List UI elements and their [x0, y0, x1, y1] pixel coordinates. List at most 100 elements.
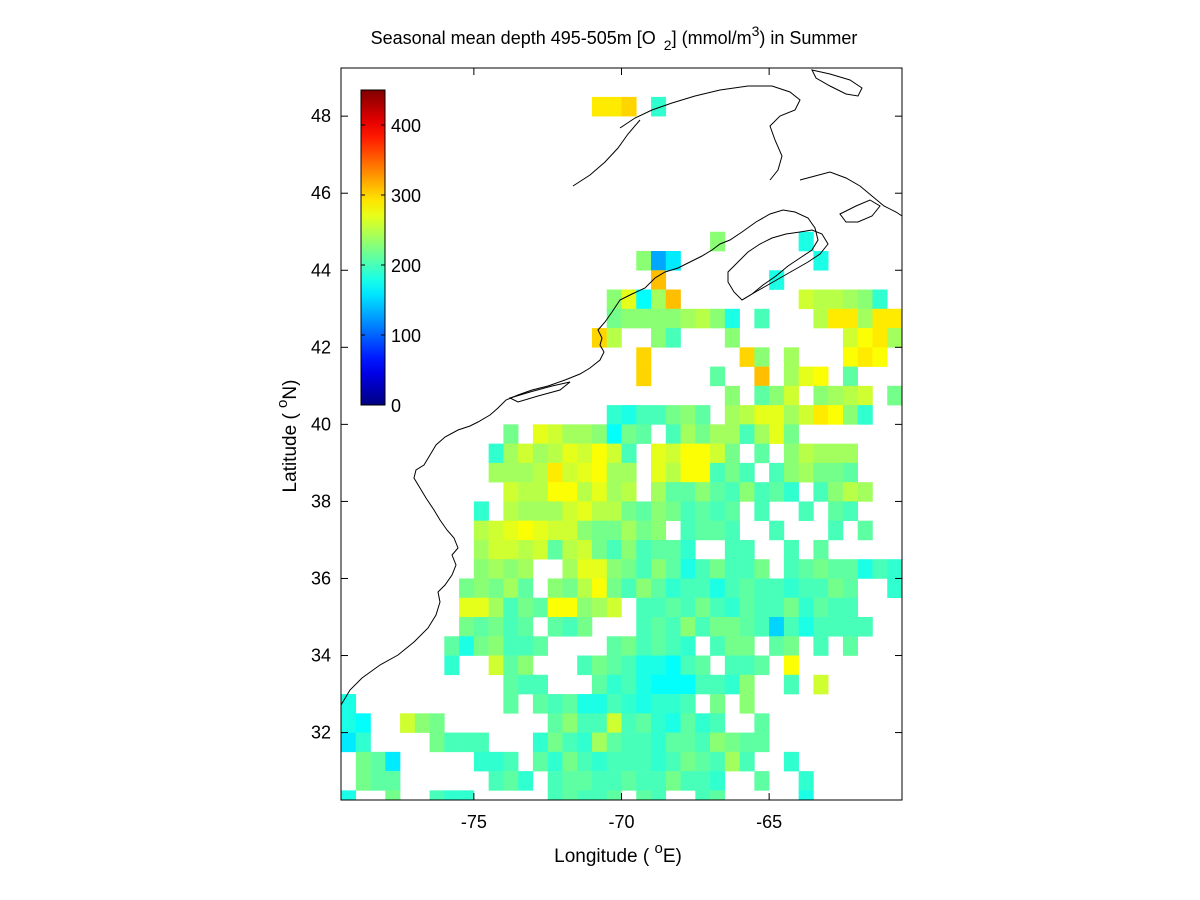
heatmap-cell	[842, 347, 859, 367]
heatmap-cell	[488, 539, 504, 560]
y-label-post: N)	[280, 380, 301, 400]
heatmap-cell	[872, 289, 888, 310]
heatmap-cell	[828, 501, 844, 521]
heatmap-cell	[606, 636, 622, 656]
heatmap-cell	[798, 559, 814, 579]
heatmap-cell	[754, 482, 770, 502]
heatmap-cell	[665, 597, 681, 618]
y-tick-label: 42	[311, 337, 331, 357]
heatmap-cell	[783, 559, 799, 579]
heatmap-cell	[355, 713, 371, 733]
heatmap-cell	[606, 462, 622, 483]
colorbar-tick-label: 0	[391, 396, 401, 416]
heatmap-cell	[355, 771, 371, 791]
heatmap-cell	[710, 751, 726, 772]
heatmap-cell	[518, 482, 534, 502]
x-tick-label: -75	[461, 812, 487, 832]
heatmap-cell	[665, 617, 681, 637]
heatmap-cell	[813, 559, 829, 579]
heatmap-cell	[665, 462, 681, 483]
heatmap-cell	[724, 443, 740, 464]
heatmap-cell	[562, 482, 578, 502]
heatmap-cell	[857, 385, 873, 406]
heatmap-cell	[503, 636, 519, 656]
heatmap-cell	[503, 674, 519, 695]
heatmap-cell	[591, 482, 608, 502]
heatmap-cell	[680, 732, 696, 753]
heatmap-cell	[606, 308, 622, 329]
heatmap-cell	[813, 539, 829, 560]
heatmap-cell	[547, 617, 563, 637]
heatmap-cell	[872, 308, 888, 329]
heatmap-cell	[459, 617, 475, 637]
heatmap-cell	[651, 674, 667, 695]
heatmap-cell	[739, 578, 755, 599]
heatmap-cell	[710, 231, 726, 252]
heatmap-cell	[724, 385, 740, 406]
heatmap-cell	[828, 443, 844, 464]
heatmap-cell	[695, 462, 711, 483]
heatmap-cell	[444, 636, 460, 656]
heatmap-cell	[828, 482, 844, 502]
heatmap-cell	[651, 289, 667, 310]
heatmap-cell	[562, 559, 578, 579]
heatmap-cell	[518, 617, 534, 637]
heatmap-cell	[724, 732, 740, 753]
heatmap-cell	[473, 597, 489, 618]
heatmap-cell	[783, 482, 799, 502]
heatmap-cell	[518, 655, 534, 676]
heatmap-cell	[710, 674, 726, 695]
heatmap-cell	[680, 578, 696, 599]
heatmap-cell	[724, 751, 740, 772]
heatmap-cell	[665, 751, 681, 772]
heatmap-cell	[562, 597, 578, 618]
heatmap-cell	[710, 462, 726, 483]
heatmap-cell	[518, 443, 534, 464]
heatmap-cell	[739, 636, 755, 656]
heatmap-cell	[651, 694, 667, 714]
heatmap-cell	[562, 617, 578, 637]
heatmap-cell	[651, 578, 667, 599]
heatmap-cell	[636, 597, 652, 618]
heatmap-cell	[651, 96, 667, 117]
heatmap-cell	[503, 443, 519, 464]
heatmap-cell	[739, 655, 755, 676]
x-axis-ticks: -75 -70 -65	[461, 68, 782, 832]
heatmap-cell	[532, 501, 548, 521]
heatmap-cell	[857, 405, 873, 425]
heatmap-cell	[591, 655, 608, 676]
heatmap-cell	[577, 751, 593, 772]
heatmap-cell	[680, 771, 696, 791]
heatmap-cell	[503, 482, 519, 502]
heatmap-cell	[813, 443, 829, 464]
heatmap-cell	[577, 713, 593, 733]
heatmap-cell	[473, 578, 489, 599]
heatmap-cell	[547, 482, 563, 502]
heatmap-cell	[636, 636, 652, 656]
heatmap-cell	[518, 636, 534, 656]
heatmap-cell	[636, 366, 652, 387]
heatmap-cell	[444, 655, 460, 676]
heatmap-cell	[665, 482, 681, 502]
heatmap-cell	[503, 501, 519, 521]
y-label-pre: Latitude (	[280, 408, 301, 493]
heatmap-cell	[591, 694, 608, 714]
heatmap-cell	[651, 520, 667, 541]
heatmap-cell	[651, 655, 667, 676]
heatmap-cell	[606, 597, 622, 618]
heatmap-cell	[842, 597, 859, 618]
heatmap-cell	[606, 655, 622, 676]
heatmap-cell	[695, 482, 711, 502]
heatmap-cell	[429, 732, 445, 753]
heatmap-cell	[798, 578, 814, 599]
heatmap-cell	[710, 578, 726, 599]
heatmap-cell	[488, 636, 504, 656]
heatmap-cell	[680, 617, 696, 637]
heatmap-cell	[695, 405, 711, 425]
heatmap-cell	[591, 424, 608, 444]
heatmap-cell	[503, 539, 519, 560]
heatmap-cell	[828, 597, 844, 618]
heatmap-cell	[591, 520, 608, 541]
heatmap-cell	[562, 462, 578, 483]
heatmap-cell	[621, 501, 637, 521]
